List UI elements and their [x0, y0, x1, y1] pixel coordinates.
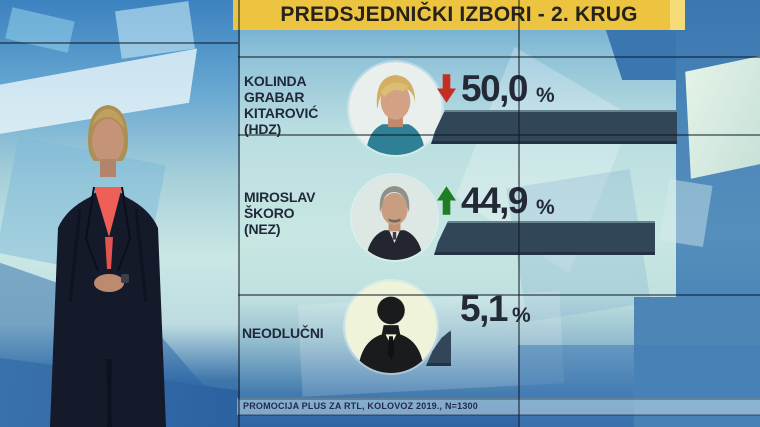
candidate-name: MIROSLAV ŠKORO (NEZ): [244, 189, 316, 237]
videowall-seam-vertical: [518, 0, 520, 427]
result-bar: [434, 221, 655, 255]
videowall-seam-horizontal: [0, 42, 238, 44]
miroslav-skoro-photo: [352, 175, 437, 260]
news-presenter: [28, 97, 228, 427]
result-value: 44,9: [461, 180, 529, 221]
anonymous-silhouette: [345, 281, 437, 373]
studio-background-shape: [115, 1, 195, 59]
result-value: 50,0: [461, 68, 529, 109]
trend-up-icon: [437, 186, 456, 215]
videowall-seam-horizontal: [238, 56, 760, 58]
trend-down-icon: [437, 74, 456, 103]
videowall-seam-horizontal: [238, 398, 760, 400]
result-bar: [431, 110, 677, 144]
candidate-name: KOLINDA GRABAR KITAROVIĆ (HDZ): [244, 73, 319, 137]
studio-background-shape: [685, 53, 760, 179]
percent-sign: %: [512, 304, 531, 327]
percent-sign: %: [536, 196, 555, 219]
title-banner: PREDSJEDNIČKI IZBORI - 2. KRUG: [233, 0, 685, 30]
result-value: 5,1: [460, 288, 508, 329]
source-band: [237, 398, 760, 415]
page-title: PREDSJEDNIČKI IZBORI - 2. KRUG: [280, 3, 638, 26]
source-text: PROMOCIJA PLUS ZA RTL, KOLOVOZ 2019., N=…: [243, 401, 478, 411]
videowall-seam-vertical: [238, 0, 240, 427]
percent-sign: %: [536, 84, 555, 107]
videowall-seam-horizontal: [238, 134, 760, 136]
candidate-name: NEODLUČNI: [242, 325, 324, 341]
videowall-seam-horizontal: [238, 294, 760, 296]
kolinda-grabar-kitarovic-photo: [349, 62, 442, 155]
videowall-seam-horizontal: [238, 414, 760, 416]
